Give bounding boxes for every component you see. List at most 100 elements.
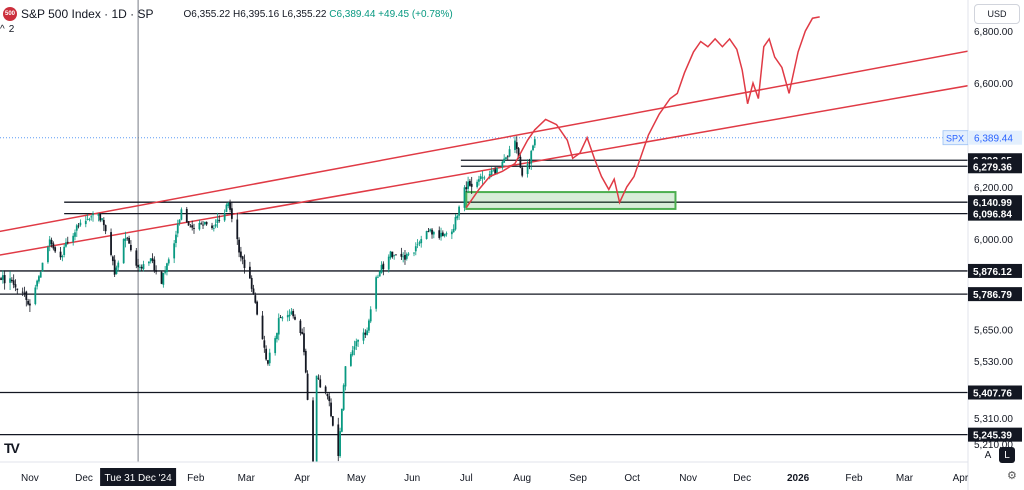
candle-body (164, 271, 167, 273)
projection-path (465, 16, 820, 209)
candle-body (515, 142, 518, 149)
candle-body (175, 234, 177, 243)
candle-body (324, 386, 327, 392)
auto-scale-button[interactable]: A (984, 449, 992, 461)
candle-body (256, 301, 259, 315)
sp500-logo-icon: 500 (3, 7, 17, 21)
candle-body (288, 314, 291, 317)
candle-body (79, 222, 82, 226)
candle-body (369, 309, 372, 322)
level-price-tag (968, 195, 1022, 210)
candle-body (330, 402, 332, 417)
x-tick-label: May (347, 473, 366, 484)
candle-body (92, 213, 94, 216)
candle-body (413, 252, 415, 254)
level-price-label: 6,279.36 (973, 162, 1012, 173)
candle-body (166, 263, 168, 273)
candle-body (344, 366, 347, 387)
x-tick-label: Dec (75, 473, 93, 484)
candle-body (162, 272, 165, 285)
candle-body (306, 373, 309, 400)
candle-body (432, 231, 435, 235)
candle-body (137, 264, 139, 268)
candle-body (149, 258, 152, 262)
candle-body (481, 177, 484, 179)
candle-body (340, 408, 343, 432)
candle-body (252, 288, 255, 295)
candle-body (389, 251, 392, 258)
y-tick-label: 6,200.00 (974, 183, 1013, 194)
support-zone-rect (465, 191, 677, 210)
candle-body (97, 214, 100, 216)
high-value: H6,395.16 (233, 8, 280, 20)
candle-body (294, 316, 296, 320)
indicators-toggle[interactable]: ^ 2 (0, 24, 14, 35)
candle-body (506, 156, 509, 158)
candle-body (52, 243, 55, 249)
candle-body (505, 157, 507, 159)
candle-body (519, 156, 522, 168)
candle-body (128, 237, 130, 244)
x-tick-label: Jun (404, 473, 420, 484)
currency-selector[interactable]: USD (974, 4, 1020, 24)
candle-body (304, 350, 307, 373)
y-tick-label: 5,310.00 (974, 414, 1013, 425)
candle-body (501, 161, 504, 168)
crosshair-date-tag (100, 468, 177, 486)
candle-body (441, 232, 444, 236)
candle-body (514, 140, 516, 151)
candle-body (521, 167, 524, 176)
candle-body (530, 150, 533, 164)
candle-body (124, 238, 127, 241)
candle-body (337, 424, 340, 456)
candle-body (391, 251, 394, 257)
tradingview-logo-icon[interactable]: TV (4, 440, 20, 456)
candle-body (404, 255, 406, 260)
candle-body (429, 229, 432, 232)
gear-icon[interactable]: ⚙ (1007, 470, 1017, 482)
candle-body (216, 219, 219, 224)
open-value: O6,355.22 (183, 8, 231, 20)
candle-body (189, 226, 192, 228)
candle-body (339, 431, 341, 457)
candle-body (265, 348, 268, 360)
candle-body (249, 266, 251, 279)
candle-body (29, 303, 31, 306)
candle-body (218, 220, 221, 221)
candle-body (225, 204, 228, 213)
level-price-label: 6,140.99 (973, 198, 1012, 209)
candle-body (86, 218, 89, 220)
x-tick-label: Oct (624, 473, 640, 484)
candle-body (9, 278, 11, 283)
close-value: C6,389.44 (329, 8, 376, 20)
chart-legend-header: 500 S&P 500 Index · 1D · SP O6,355.22 H6… (0, 4, 453, 24)
candle-body (229, 202, 231, 210)
level-price-tag (968, 287, 1022, 302)
y-tick-label: 5,650.00 (974, 326, 1013, 337)
level-price-label: 5,786.79 (973, 290, 1012, 301)
candle-body (223, 213, 226, 221)
candle-body (48, 239, 51, 246)
candle-body (140, 266, 143, 269)
candle-body (492, 170, 495, 172)
candle-body (126, 237, 129, 239)
x-tick-label: Aug (513, 473, 531, 484)
x-tick-label: Jul (460, 473, 473, 484)
candle-body (263, 340, 266, 348)
candle-body (483, 177, 486, 179)
candle-body (72, 235, 75, 242)
candle-body (319, 379, 322, 388)
candle-body (533, 139, 536, 146)
symbol-title[interactable]: S&P 500 Index · 1D · SP (21, 7, 154, 21)
change-value: +49.45 (+0.78%) (378, 8, 453, 20)
candle-body (303, 333, 305, 353)
candle-body (299, 320, 302, 334)
candle-body (315, 375, 318, 462)
candle-body (496, 167, 498, 175)
candle-body (77, 225, 80, 227)
candle-body (104, 225, 107, 232)
candle-body (276, 333, 278, 340)
log-scale-button[interactable]: L (999, 447, 1015, 463)
candle-body (465, 187, 468, 190)
